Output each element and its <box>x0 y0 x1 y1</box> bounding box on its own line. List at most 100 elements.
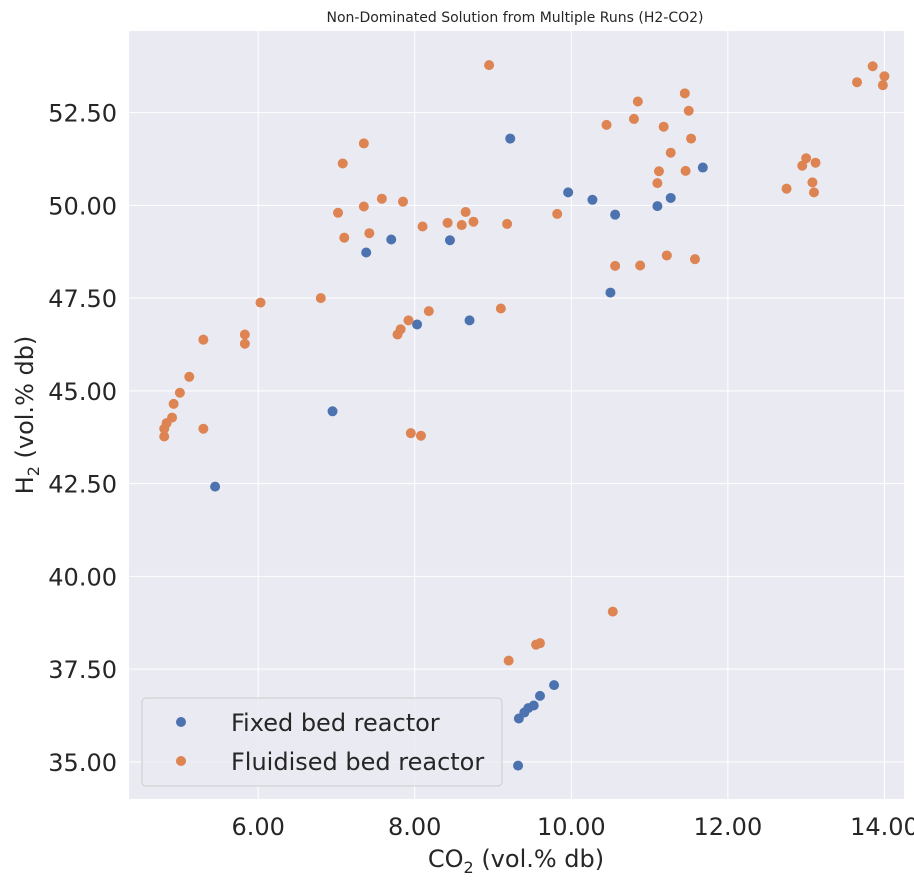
y-tick-label: 52.50 <box>48 100 117 128</box>
x-tick-label: 14.00 <box>850 813 914 841</box>
data-point <box>601 119 612 130</box>
data-point <box>159 431 170 442</box>
data-point <box>563 187 574 198</box>
data-point <box>397 196 408 207</box>
data-point <box>661 250 672 261</box>
data-point <box>683 105 694 116</box>
data-point <box>610 209 621 220</box>
data-point <box>239 329 250 340</box>
data-points <box>159 60 890 771</box>
data-point <box>665 192 676 203</box>
data-point <box>376 193 387 204</box>
data-point <box>635 260 646 271</box>
data-point <box>255 297 266 308</box>
data-point <box>337 158 348 169</box>
y-tick-label: 35.00 <box>48 749 117 777</box>
x-tick-label: 12.00 <box>694 813 763 841</box>
y-axis-label: H2 (vol.% db) <box>11 336 43 495</box>
data-point <box>632 96 643 107</box>
data-point <box>198 334 209 345</box>
data-point <box>210 481 221 492</box>
data-point <box>364 228 375 239</box>
data-point <box>468 216 479 227</box>
data-point <box>652 201 663 212</box>
data-point <box>442 217 453 228</box>
x-tick-label: 10.00 <box>537 813 606 841</box>
data-point <box>395 324 406 335</box>
data-point <box>801 153 812 164</box>
data-point <box>605 287 616 298</box>
y-tick-label: 47.50 <box>48 285 117 313</box>
data-point <box>689 254 700 265</box>
data-point <box>358 201 369 212</box>
data-point <box>534 638 545 649</box>
data-point <box>552 208 563 219</box>
data-point <box>610 260 621 271</box>
x-axis-label: CO2 (vol.% db) <box>428 845 604 877</box>
data-point <box>174 387 185 398</box>
series-fixed-bed <box>210 133 708 771</box>
x-axis-ticks: 6.00 8.00 10.00 12.00 14.00 <box>231 813 914 841</box>
data-point <box>460 207 471 218</box>
data-point <box>852 77 863 88</box>
plot-area <box>129 31 904 799</box>
data-point <box>417 221 428 232</box>
y-tick-label: 37.50 <box>48 656 117 684</box>
data-point <box>415 430 426 441</box>
data-point <box>797 160 808 171</box>
legend-box <box>141 697 503 787</box>
data-point <box>652 178 663 189</box>
legend-marker-fluidised <box>176 756 186 766</box>
data-point <box>167 412 178 423</box>
data-point <box>358 138 369 149</box>
data-point <box>444 235 455 246</box>
y-tick-label: 45.00 <box>48 378 117 406</box>
data-point <box>607 606 618 617</box>
data-point <box>239 338 250 349</box>
data-point <box>587 194 598 205</box>
data-point <box>679 88 690 99</box>
data-point <box>549 680 560 691</box>
data-point <box>680 165 691 176</box>
data-point <box>327 406 338 417</box>
data-point <box>484 60 495 71</box>
x-tick-label: 8.00 <box>388 813 441 841</box>
data-point <box>184 371 195 382</box>
data-point <box>808 187 819 198</box>
y-tick-label: 42.50 <box>48 471 117 499</box>
data-point <box>653 166 664 177</box>
data-point <box>315 293 326 304</box>
data-point <box>361 247 372 258</box>
series-fluidised-bed <box>159 60 890 666</box>
data-point <box>628 113 639 124</box>
data-point <box>412 319 423 330</box>
data-point <box>333 207 344 218</box>
legend-label-fixed: Fixed bed reactor <box>231 709 440 737</box>
y-tick-label: 40.00 <box>48 563 117 591</box>
data-point <box>168 398 179 409</box>
legend: Fixed bed reactor Fluidised bed reactor <box>141 697 503 787</box>
data-point <box>464 315 475 326</box>
data-point <box>810 157 821 168</box>
data-point <box>697 162 708 173</box>
data-point <box>502 218 513 229</box>
data-point <box>495 303 506 314</box>
data-point <box>405 428 416 439</box>
data-point <box>339 232 350 243</box>
data-point <box>505 133 516 144</box>
x-tick-label: 6.00 <box>231 813 284 841</box>
y-axis-ticks: 35.00 37.50 40.00 42.50 45.00 47.50 50.00 52.50 <box>48 100 117 777</box>
data-point <box>423 306 434 317</box>
legend-marker-fixed <box>176 717 186 727</box>
data-point <box>528 700 539 711</box>
data-point <box>503 655 514 666</box>
data-point <box>867 61 878 72</box>
chart-title: Non-Dominated Solution from Multiple Run… <box>326 10 703 26</box>
data-point <box>686 133 697 144</box>
data-point <box>513 760 524 771</box>
legend-label-fluidised: Fluidised bed reactor <box>231 748 484 776</box>
data-point <box>534 690 545 701</box>
data-point <box>879 71 890 82</box>
data-point <box>665 147 676 158</box>
